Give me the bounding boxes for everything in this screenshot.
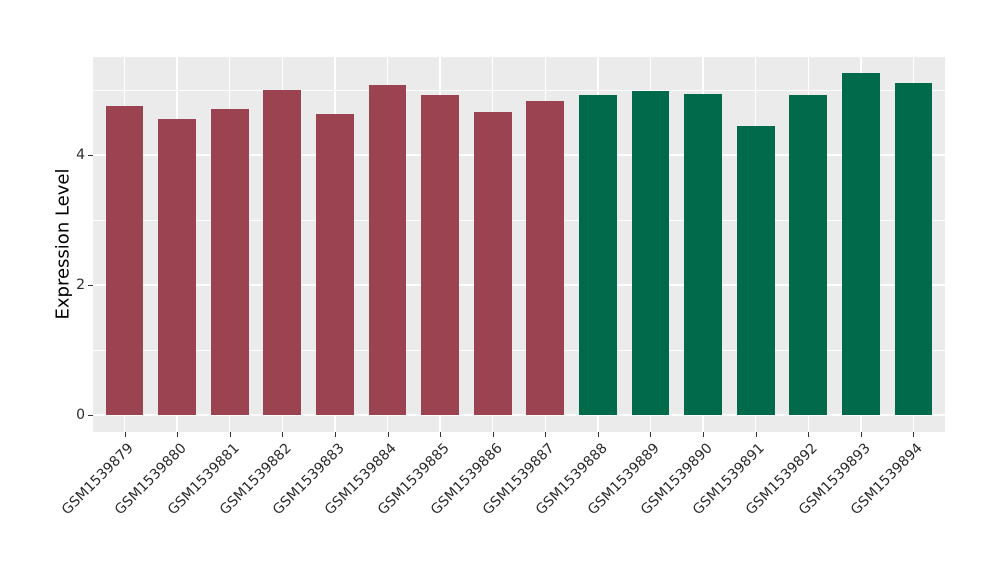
bar-GSM1539889 xyxy=(631,91,670,415)
y-tick-mark-2 xyxy=(88,285,93,286)
x-tick-mark-GSM1539885 xyxy=(440,432,442,437)
x-tick-mark-GSM1539880 xyxy=(177,432,179,437)
bar-GSM1539879 xyxy=(105,106,144,415)
x-tick-mark-GSM1539888 xyxy=(597,432,599,437)
major-gridline-y-0 xyxy=(93,414,945,416)
x-tick-mark-GSM1539887 xyxy=(545,432,547,437)
x-tick-mark-GSM1539890 xyxy=(703,432,705,437)
y-tick-label-0: 0 xyxy=(76,407,85,423)
x-tick-mark-GSM1539879 xyxy=(124,432,126,437)
bar-GSM1539885 xyxy=(421,94,460,415)
y-axis-title: Expression Level xyxy=(52,168,74,320)
bar-GSM1539887 xyxy=(526,101,565,415)
x-tick-mark-GSM1539883 xyxy=(334,432,336,437)
bar-GSM1539882 xyxy=(263,90,302,415)
bar-GSM1539891 xyxy=(736,125,775,415)
x-tick-mark-GSM1539889 xyxy=(650,432,652,437)
y-tick-mark-4 xyxy=(88,155,93,156)
bar-GSM1539893 xyxy=(841,73,880,415)
x-tick-mark-GSM1539894 xyxy=(913,432,915,437)
minor-gridline-y-3 xyxy=(93,219,945,221)
bar-GSM1539884 xyxy=(368,85,407,415)
major-gridline-y-2 xyxy=(93,284,945,286)
minor-gridline-y-1 xyxy=(93,349,945,351)
bar-GSM1539886 xyxy=(473,112,512,415)
bar-GSM1539881 xyxy=(210,108,249,415)
x-tick-mark-GSM1539893 xyxy=(860,432,862,437)
bar-GSM1539880 xyxy=(158,119,197,415)
bar-GSM1539894 xyxy=(894,82,933,415)
x-tick-mark-GSM1539892 xyxy=(808,432,810,437)
major-gridline-y-4 xyxy=(93,154,945,156)
x-tick-mark-GSM1539886 xyxy=(492,432,494,437)
bar-GSM1539888 xyxy=(578,95,617,415)
x-tick-mark-GSM1539884 xyxy=(387,432,389,437)
bar-GSM1539892 xyxy=(789,95,828,415)
bar-GSM1539890 xyxy=(684,93,722,415)
y-tick-label-4: 4 xyxy=(76,147,85,163)
x-tick-mark-GSM1539891 xyxy=(755,432,757,437)
minor-gridline-y-5 xyxy=(93,89,945,91)
plot-panel xyxy=(93,57,945,432)
x-tick-mark-GSM1539882 xyxy=(282,432,284,437)
x-tick-mark-GSM1539881 xyxy=(229,432,231,437)
y-tick-mark-0 xyxy=(88,415,93,416)
bar-GSM1539883 xyxy=(315,114,354,415)
y-tick-label-2: 2 xyxy=(76,277,85,293)
